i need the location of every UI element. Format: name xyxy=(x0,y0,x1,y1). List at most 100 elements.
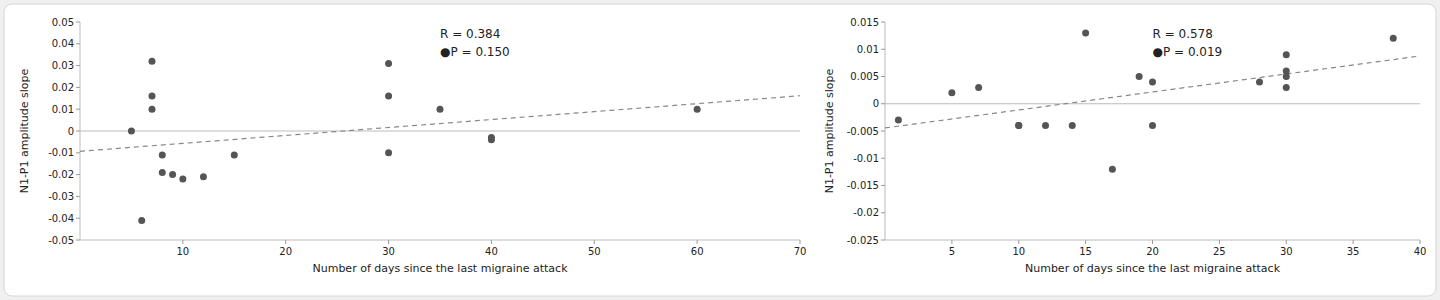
y-tick-label: 0.01 xyxy=(52,104,74,115)
x-tick xyxy=(697,240,698,244)
plot: -0.05-0.04-0.03-0.02-0.0100.010.020.030.… xyxy=(18,17,806,276)
x-tick-label: 50 xyxy=(588,246,601,257)
y-tick-label: -0.02 xyxy=(48,169,74,180)
y-tick xyxy=(76,131,80,132)
y-tick xyxy=(76,87,80,88)
x-axis-line xyxy=(80,240,800,241)
y-tick xyxy=(881,131,885,132)
y-tick-label: -0.025 xyxy=(847,235,879,246)
card xyxy=(4,4,1436,296)
x-tick xyxy=(1353,240,1354,244)
y-tick xyxy=(76,174,80,175)
annotation: ●P = 0.150 xyxy=(440,45,510,59)
y-tick-label: 0.01 xyxy=(857,44,879,55)
point xyxy=(231,151,238,158)
point xyxy=(385,60,392,67)
point xyxy=(1015,122,1022,129)
y-tick-label: -0.05 xyxy=(48,235,74,246)
y-tick xyxy=(881,240,885,241)
y-tick xyxy=(881,76,885,77)
point xyxy=(1149,122,1156,129)
point xyxy=(437,106,444,113)
x-tick-label: 5 xyxy=(949,246,955,257)
y-tick xyxy=(76,22,80,23)
point xyxy=(488,134,495,141)
x-tick-label: 15 xyxy=(1079,246,1092,257)
marks xyxy=(80,58,800,224)
x-tick xyxy=(1018,240,1019,244)
x-tick xyxy=(182,240,183,244)
point xyxy=(159,151,166,158)
y-tick xyxy=(881,185,885,186)
point xyxy=(1390,35,1397,42)
y-tick-label: -0.02 xyxy=(853,207,879,218)
y-tick-label: 0.02 xyxy=(52,82,74,93)
point xyxy=(1283,73,1290,80)
point xyxy=(385,93,392,100)
y-tick-label: -0.01 xyxy=(48,147,74,158)
y-tick xyxy=(76,43,80,44)
y-tick-label: 0.015 xyxy=(850,17,879,28)
x-tick xyxy=(1085,240,1086,244)
y-tick-label: 0.03 xyxy=(52,60,74,71)
point xyxy=(1136,73,1143,80)
point xyxy=(1042,122,1049,129)
x-tick-label: 35 xyxy=(1347,246,1360,257)
x-tick xyxy=(1420,240,1421,244)
y-tick-label: -0.005 xyxy=(847,126,879,137)
x-tick xyxy=(951,240,952,244)
y-tick-label: 0 xyxy=(68,126,74,137)
y-tick xyxy=(881,158,885,159)
y-tick-label: -0.01 xyxy=(853,153,879,164)
annotation: R = 0.578 xyxy=(1153,27,1213,41)
point xyxy=(138,217,145,224)
trend-line xyxy=(885,56,1420,128)
marks xyxy=(885,29,1420,172)
x-tick-label: 10 xyxy=(1012,246,1025,257)
point xyxy=(169,171,176,178)
y-tick xyxy=(881,22,885,23)
x-tick-label: 20 xyxy=(279,246,292,257)
x-tick xyxy=(594,240,595,244)
point xyxy=(128,128,135,135)
point xyxy=(1283,84,1290,91)
x-tick-label: 30 xyxy=(382,246,395,257)
point xyxy=(1109,166,1116,173)
point xyxy=(1149,78,1156,85)
x-tick xyxy=(388,240,389,244)
y-axis-label: N1-P1 amplitude slope xyxy=(823,68,836,193)
point xyxy=(1082,29,1089,36)
point xyxy=(694,106,701,113)
point xyxy=(1069,122,1076,129)
x-axis-label: Number of days since the last migraine a… xyxy=(1025,262,1281,275)
y-tick xyxy=(76,218,80,219)
y-tick-label: 0.04 xyxy=(52,38,74,49)
x-tick-label: 40 xyxy=(485,246,498,257)
annotation: ●P = 0.019 xyxy=(1153,45,1223,59)
trend-line xyxy=(80,96,800,152)
x-tick xyxy=(1219,240,1220,244)
x-tick-label: 60 xyxy=(691,246,704,257)
y-tick xyxy=(76,152,80,153)
y-tick-label: -0.04 xyxy=(48,213,74,224)
y-tick-label: 0.05 xyxy=(52,17,74,28)
y-tick xyxy=(76,109,80,110)
y-tick xyxy=(76,196,80,197)
x-tick xyxy=(1152,240,1153,244)
x-tick-label: 40 xyxy=(1414,246,1427,257)
x-tick xyxy=(1286,240,1287,244)
chart-root: -0.05-0.04-0.03-0.02-0.0100.010.020.030.… xyxy=(0,0,1440,300)
y-tick xyxy=(76,240,80,241)
y-axis-label: N1-P1 amplitude slope xyxy=(18,68,31,193)
x-tick xyxy=(800,240,801,244)
y-tick-label: -0.015 xyxy=(847,180,879,191)
point xyxy=(149,93,156,100)
y-tick xyxy=(881,212,885,213)
point xyxy=(1015,122,1022,129)
x-tick-label: 30 xyxy=(1280,246,1293,257)
point xyxy=(385,149,392,156)
point xyxy=(1256,78,1263,85)
point xyxy=(975,84,982,91)
x-tick-label: 70 xyxy=(794,246,807,257)
zero-line xyxy=(80,131,800,132)
